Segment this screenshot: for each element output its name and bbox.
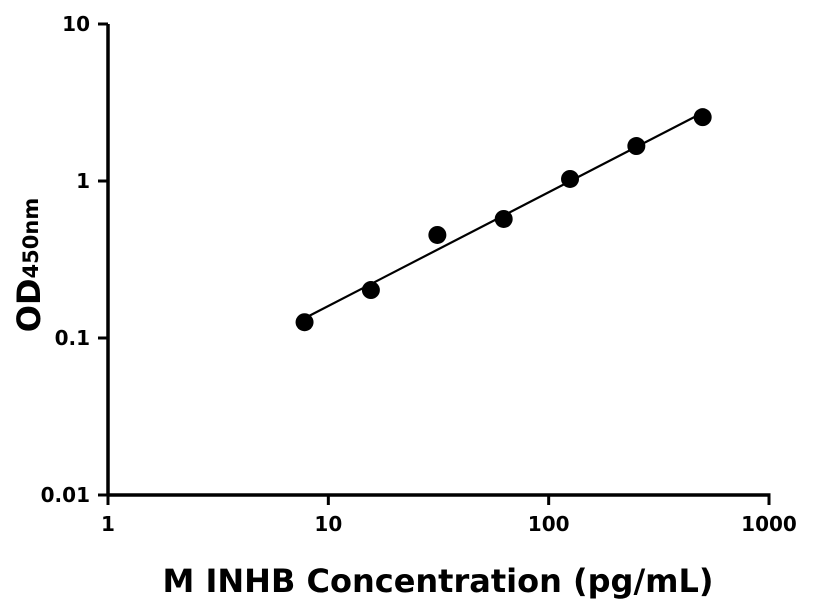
x-axis-label: M INHB Concentration (pg/mL)	[162, 562, 713, 600]
data-point	[494, 209, 513, 228]
x-tick-label: 10	[314, 512, 342, 536]
axes	[98, 22, 771, 505]
x-tick-label: 1000	[741, 512, 797, 536]
x-tick-label: 100	[528, 512, 570, 536]
data-point	[693, 108, 712, 127]
y-tick-label: 10	[62, 12, 90, 36]
y-tick-label: 1	[76, 169, 90, 193]
data-point	[627, 137, 646, 156]
data-point	[295, 313, 314, 332]
y-tick-label: 0.1	[55, 326, 90, 350]
y-axis-label: OD450nm	[10, 198, 48, 332]
data-point	[428, 225, 447, 244]
x-tick-label: 1	[101, 512, 115, 536]
y-axis-label-sub: 450nm	[19, 198, 43, 279]
data-point	[561, 169, 580, 188]
data-marks	[295, 108, 712, 332]
data-point	[361, 281, 380, 300]
y-tick-label: 0.01	[41, 483, 90, 507]
tick-labels: 1 10 100 1000 0.01 0.1 1 10	[41, 12, 797, 536]
y-axis-label-main: OD	[10, 278, 48, 332]
